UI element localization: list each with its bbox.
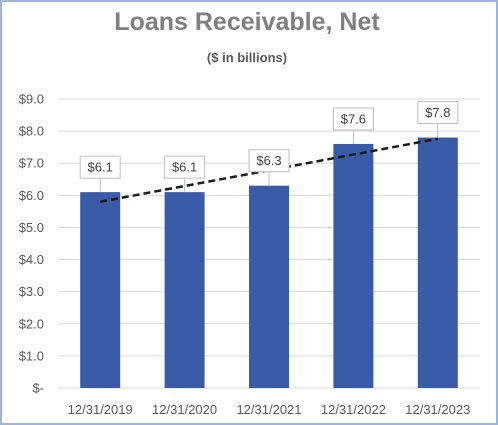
y-tick-label: $9.0 — [19, 92, 44, 107]
x-tick-label: 12/31/2021 — [236, 402, 301, 417]
y-tick-label: $8.0 — [19, 124, 44, 139]
x-tick-label: 12/31/2022 — [321, 402, 386, 417]
y-tick-label: $7.0 — [19, 156, 44, 171]
chart-subtitle: ($ in billions) — [206, 50, 288, 65]
bar — [249, 185, 289, 388]
bar — [417, 137, 458, 388]
y-tick-label: $2.0 — [19, 316, 44, 331]
x-tick-label: 12/31/2023 — [405, 402, 470, 417]
y-axis-ticks: $- $1.0 $2.0 $3.0 $4.0 $5.0 $6.0 $7.0 $8.0 $9.0 — [19, 92, 44, 396]
label-leaders — [99, 123, 439, 193]
y-tick-label: $1.0 — [19, 348, 44, 363]
data-label: $6.1 — [88, 160, 113, 175]
bars — [80, 137, 458, 388]
bar — [333, 143, 374, 388]
y-tick-label: $5.0 — [19, 220, 44, 235]
data-label: $7.8 — [425, 105, 450, 120]
x-tick-label: 12/31/2019 — [68, 402, 133, 417]
y-tick-label: $4.0 — [19, 252, 44, 267]
data-label-box — [417, 101, 459, 125]
data-label-box — [79, 155, 121, 179]
data-label-box — [332, 107, 374, 131]
data-label: $6.3 — [256, 153, 281, 168]
data-label: $7.6 — [341, 111, 366, 126]
y-tick-label: $- — [32, 381, 44, 396]
x-axis-ticks: 12/31/2019 12/31/2020 12/31/2021 12/31/2022… — [68, 402, 471, 417]
bar — [164, 192, 205, 388]
chart-title: Loans Receivable, Net — [114, 8, 380, 36]
data-label-box — [164, 155, 206, 179]
data-label: $6.1 — [172, 160, 197, 175]
y-tick-label: $6.0 — [19, 188, 44, 203]
data-label-box — [248, 149, 290, 173]
x-tick-label: 12/31/2020 — [152, 402, 217, 417]
bar — [80, 192, 121, 388]
data-labels: $6.1 $6.1 $6.3 $7.6 $7.8 — [79, 101, 459, 179]
y-tick-label: $3.0 — [19, 284, 44, 299]
